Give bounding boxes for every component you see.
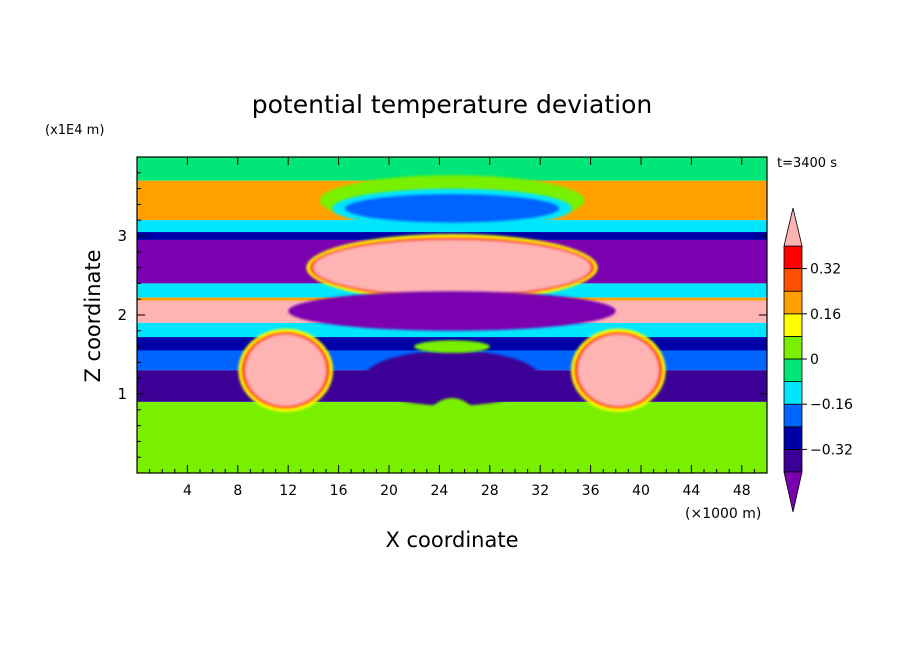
time-label: t=3400 s <box>777 156 837 171</box>
x-tick-label: 28 <box>481 483 499 499</box>
y-tick-label: 1 <box>117 385 127 403</box>
colorbar-extend-bottom <box>783 471 803 513</box>
colorbar-box-8 <box>783 290 803 315</box>
colorbar-label: −0.16 <box>810 397 853 413</box>
y-tick-label: 2 <box>117 306 127 324</box>
field-feature-8 <box>238 328 333 412</box>
feature-core <box>414 340 490 353</box>
colorbar-box-3 <box>783 403 803 428</box>
field-feature-2 <box>344 194 560 223</box>
y-unit-label: (x1E4 m) <box>45 123 104 138</box>
field-band-0 <box>137 157 767 181</box>
feature-core <box>313 239 591 296</box>
colorbar-label: −0.32 <box>810 442 853 458</box>
x-tick-label: 12 <box>279 483 297 499</box>
colorbar: 0.32 0.16 0 −0.16 −0.32 <box>783 207 853 513</box>
x-tick-label: 40 <box>632 483 650 499</box>
field-feature-6 <box>363 350 541 406</box>
x-tick-label: 48 <box>733 483 751 499</box>
x-tick-label: 8 <box>233 483 242 499</box>
x-tick-label: 32 <box>531 483 549 499</box>
feature-core <box>578 334 659 406</box>
field-feature-10 <box>424 397 480 462</box>
colorbar-label: 0.16 <box>810 307 841 323</box>
colorbar-box-1 <box>783 448 803 473</box>
colorbar-box-6 <box>783 335 803 360</box>
colorbar-box-9 <box>783 268 803 292</box>
x-tick-label: 36 <box>582 483 600 499</box>
x-tick-label: 4 <box>183 483 192 499</box>
x-tick-label: 24 <box>430 483 448 499</box>
chart-title: potential temperature deviation <box>252 90 652 119</box>
y-axis: 1 2 3 <box>117 172 767 458</box>
x-axis-label: X coordinate <box>385 528 518 552</box>
x-tick-label: 16 <box>330 483 348 499</box>
colorbar-box-10 <box>783 245 803 270</box>
feature-core <box>288 291 616 331</box>
x-axis: 4 8 12 16 20 24 28 32 36 40 44 48 <box>149 157 755 499</box>
x-tick-label: 44 <box>682 483 700 499</box>
colorbar-label: 0 <box>810 352 819 368</box>
y-axis-label: Z coordinate <box>81 249 105 382</box>
field-features <box>238 175 666 462</box>
field-feature-7 <box>414 340 490 353</box>
x-unit-label: (×1000 m) <box>685 506 761 522</box>
colorbar-box-5 <box>783 358 803 383</box>
feature-core <box>245 334 326 406</box>
colorbar-box-2 <box>783 426 803 450</box>
field-feature-4 <box>306 233 598 302</box>
colorbar-extend-top <box>783 207 803 247</box>
field-feature-9 <box>571 328 666 412</box>
colorbar-box-4 <box>783 381 803 405</box>
feature-core <box>344 194 560 223</box>
colorbar-box-7 <box>783 313 803 337</box>
field-feature-5 <box>288 291 616 331</box>
feature-core <box>424 397 480 462</box>
x-tick-label: 20 <box>380 483 398 499</box>
plot-area <box>137 157 767 473</box>
y-tick-label: 3 <box>117 227 127 245</box>
feature-core <box>363 350 541 406</box>
colorbar-label: 0.32 <box>810 262 841 278</box>
